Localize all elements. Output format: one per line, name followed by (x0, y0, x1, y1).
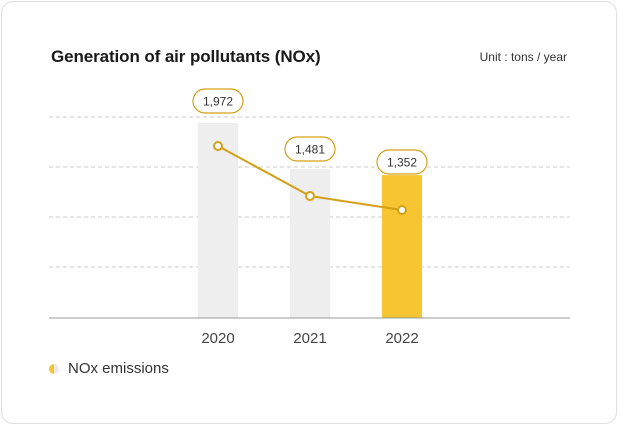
data-point-2020 (213, 141, 223, 151)
data-point-2022 (397, 205, 407, 215)
data-point-2021 (305, 191, 315, 201)
value-label-2020: 1,972 (192, 88, 244, 114)
value-bubble (284, 136, 336, 162)
chart-title: Generation of air pollutants (NOx) (51, 47, 321, 66)
x-tick-label-2021: 2021 (293, 330, 326, 347)
value-text: 1,352 (387, 156, 417, 170)
legend: NOx emissions (49, 360, 169, 377)
x-tick-label-2022: 2022 (385, 330, 418, 347)
value-label-2022: 1,352 (376, 149, 428, 175)
value-text: 1,481 (295, 143, 325, 157)
legend-label: NOx emissions (68, 360, 169, 377)
unit-label: Unit : tons / year (479, 50, 567, 64)
value-bubble (376, 149, 428, 175)
legend-swatch-icon (49, 363, 59, 374)
x-tick-label-2020: 2020 (201, 330, 234, 347)
bar-2022 (382, 175, 422, 318)
value-text: 1,972 (203, 95, 233, 109)
value-bubble (192, 88, 244, 114)
value-label-2021: 1,481 (284, 136, 336, 162)
bar-2020 (198, 123, 238, 318)
